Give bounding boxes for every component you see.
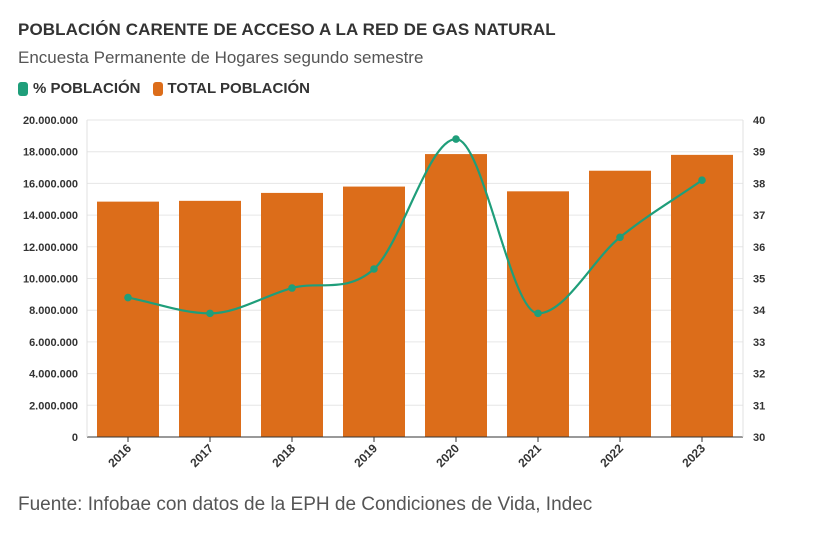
line-point [206,309,214,318]
legend-item-total[interactable]: TOTAL POBLACIÓN [152,80,311,97]
legend-label-total: TOTAL POBLACIÓN [167,80,311,97]
y-left-tick-label: 14.000.000 [23,210,78,222]
line-point [288,284,296,292]
y-left-tick-label: 18.000.000 [23,147,78,159]
y-right-tick-label: 32 [753,369,765,381]
y-left-tick-label: 2.000.000 [29,400,78,412]
series-line-porcentaje [127,137,703,315]
legend-label-porcentaje: % POBLACIÓN [33,80,141,97]
legend-item-porcentaje[interactable]: % POBLACIÓN [18,80,141,97]
x-tick-label: 2022 [597,441,626,470]
chart-title: POBLACIÓN CARENTE DE ACCESO A LA RED DE … [18,20,556,39]
y-left-tick-label: 6.000.000 [29,337,78,349]
bar [671,154,733,437]
y-left-tick-label: 0 [72,432,78,444]
line-point [616,233,624,242]
line-point [452,135,460,143]
bar [97,201,159,437]
y-right-tick-label: 37 [753,210,765,222]
y-right-tick-label: 34 [753,305,766,317]
y-left-tick-label: 16.000.000 [23,178,78,190]
chart-subtitle: Encuesta Permanente de Hogares segundo s… [18,48,424,67]
legend-swatch-porcentaje [18,81,28,96]
x-tick-label: 2020 [433,441,462,470]
y-right-tick-label: 31 [753,400,765,412]
source-note: Fuente: Infobae con datos de la EPH de C… [18,494,593,515]
x-tick-label: 2023 [679,441,708,470]
y-right-tick-label: 35 [753,274,765,286]
bar [343,186,405,437]
y-left-tick-label: 4.000.000 [29,369,78,381]
y-right-tick-label: 33 [753,337,765,349]
y-right-tick-label: 38 [753,178,765,190]
line-point [370,265,378,273]
x-tick-label: 2016 [105,441,134,470]
x-tick-label: 2018 [269,441,298,470]
y-right-tick-label: 36 [753,242,765,254]
bar [425,154,487,437]
line-point [698,176,706,185]
chart-legend: % POBLACIÓN TOTAL POBLACIÓN [18,80,322,97]
x-tick-label: 2019 [351,441,380,470]
bar [589,170,651,437]
y-left-tick-label: 20.000.000 [23,115,78,127]
line-point [534,309,542,318]
y-left-tick-label: 12.000.000 [23,242,78,254]
y-right-tick-label: 40 [753,115,765,127]
bar [179,200,241,437]
legend-swatch-total [152,81,163,96]
x-tick-label: 2017 [187,441,216,470]
y-right-tick-label: 30 [753,432,765,444]
y-left-tick-label: 10.000.000 [23,274,78,286]
bar [261,192,323,437]
line-point [124,293,132,302]
y-left-tick-label: 8.000.000 [29,305,78,317]
y-right-tick-label: 39 [753,147,765,159]
x-tick-label: 2021 [515,441,544,470]
